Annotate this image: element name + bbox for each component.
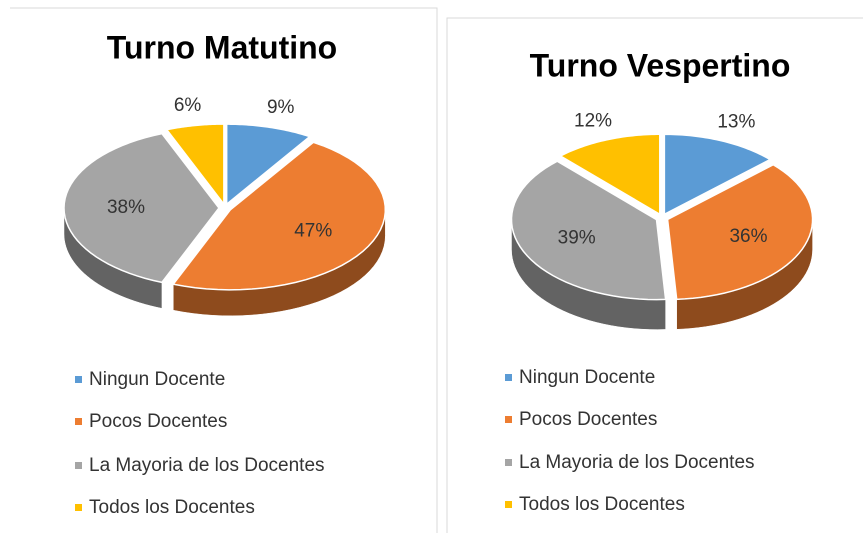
pie-slice — [558, 133, 661, 216]
data-label: 12% — [574, 110, 612, 131]
pie-slice — [171, 141, 387, 291]
chart-title: Turno Vespertino — [530, 47, 791, 83]
pie-slice — [63, 132, 220, 284]
pie-slice — [666, 163, 814, 301]
chart-frame — [10, 7, 438, 533]
data-label: 13% — [717, 112, 755, 133]
legend-swatch — [75, 376, 82, 383]
legend-swatch — [505, 374, 512, 381]
data-label: 38% — [107, 197, 145, 218]
legend-label: Pocos Docentes — [89, 411, 227, 432]
pie-slice — [663, 133, 772, 216]
legend-label: Todos los Docentes — [519, 494, 685, 515]
data-label: 39% — [558, 228, 596, 249]
legend-swatch — [75, 462, 82, 469]
data-label: 36% — [729, 226, 767, 247]
legend-label: Ningun Docente — [519, 367, 655, 388]
legend-label: Todos los Docentes — [89, 497, 255, 518]
data-label: 6% — [174, 95, 202, 116]
legend-swatch — [505, 501, 512, 508]
data-label: 47% — [294, 221, 332, 242]
chart-title: Turno Matutino — [107, 29, 337, 65]
pie-slice — [510, 160, 667, 301]
chart-frame — [446, 17, 863, 533]
legend-swatch — [75, 418, 82, 425]
legend-label: La Mayoria de los Docentes — [519, 452, 755, 473]
legend-label: Pocos Docentes — [519, 409, 657, 430]
pie-slice — [225, 123, 312, 206]
pie-slice — [165, 123, 225, 207]
data-label: 9% — [267, 97, 295, 118]
legend-swatch — [505, 416, 512, 423]
legend-swatch — [75, 504, 82, 511]
legend-label: La Mayoria de los Docentes — [89, 455, 325, 476]
legend-swatch — [505, 459, 512, 466]
legend-label: Ningun Docente — [89, 369, 225, 390]
